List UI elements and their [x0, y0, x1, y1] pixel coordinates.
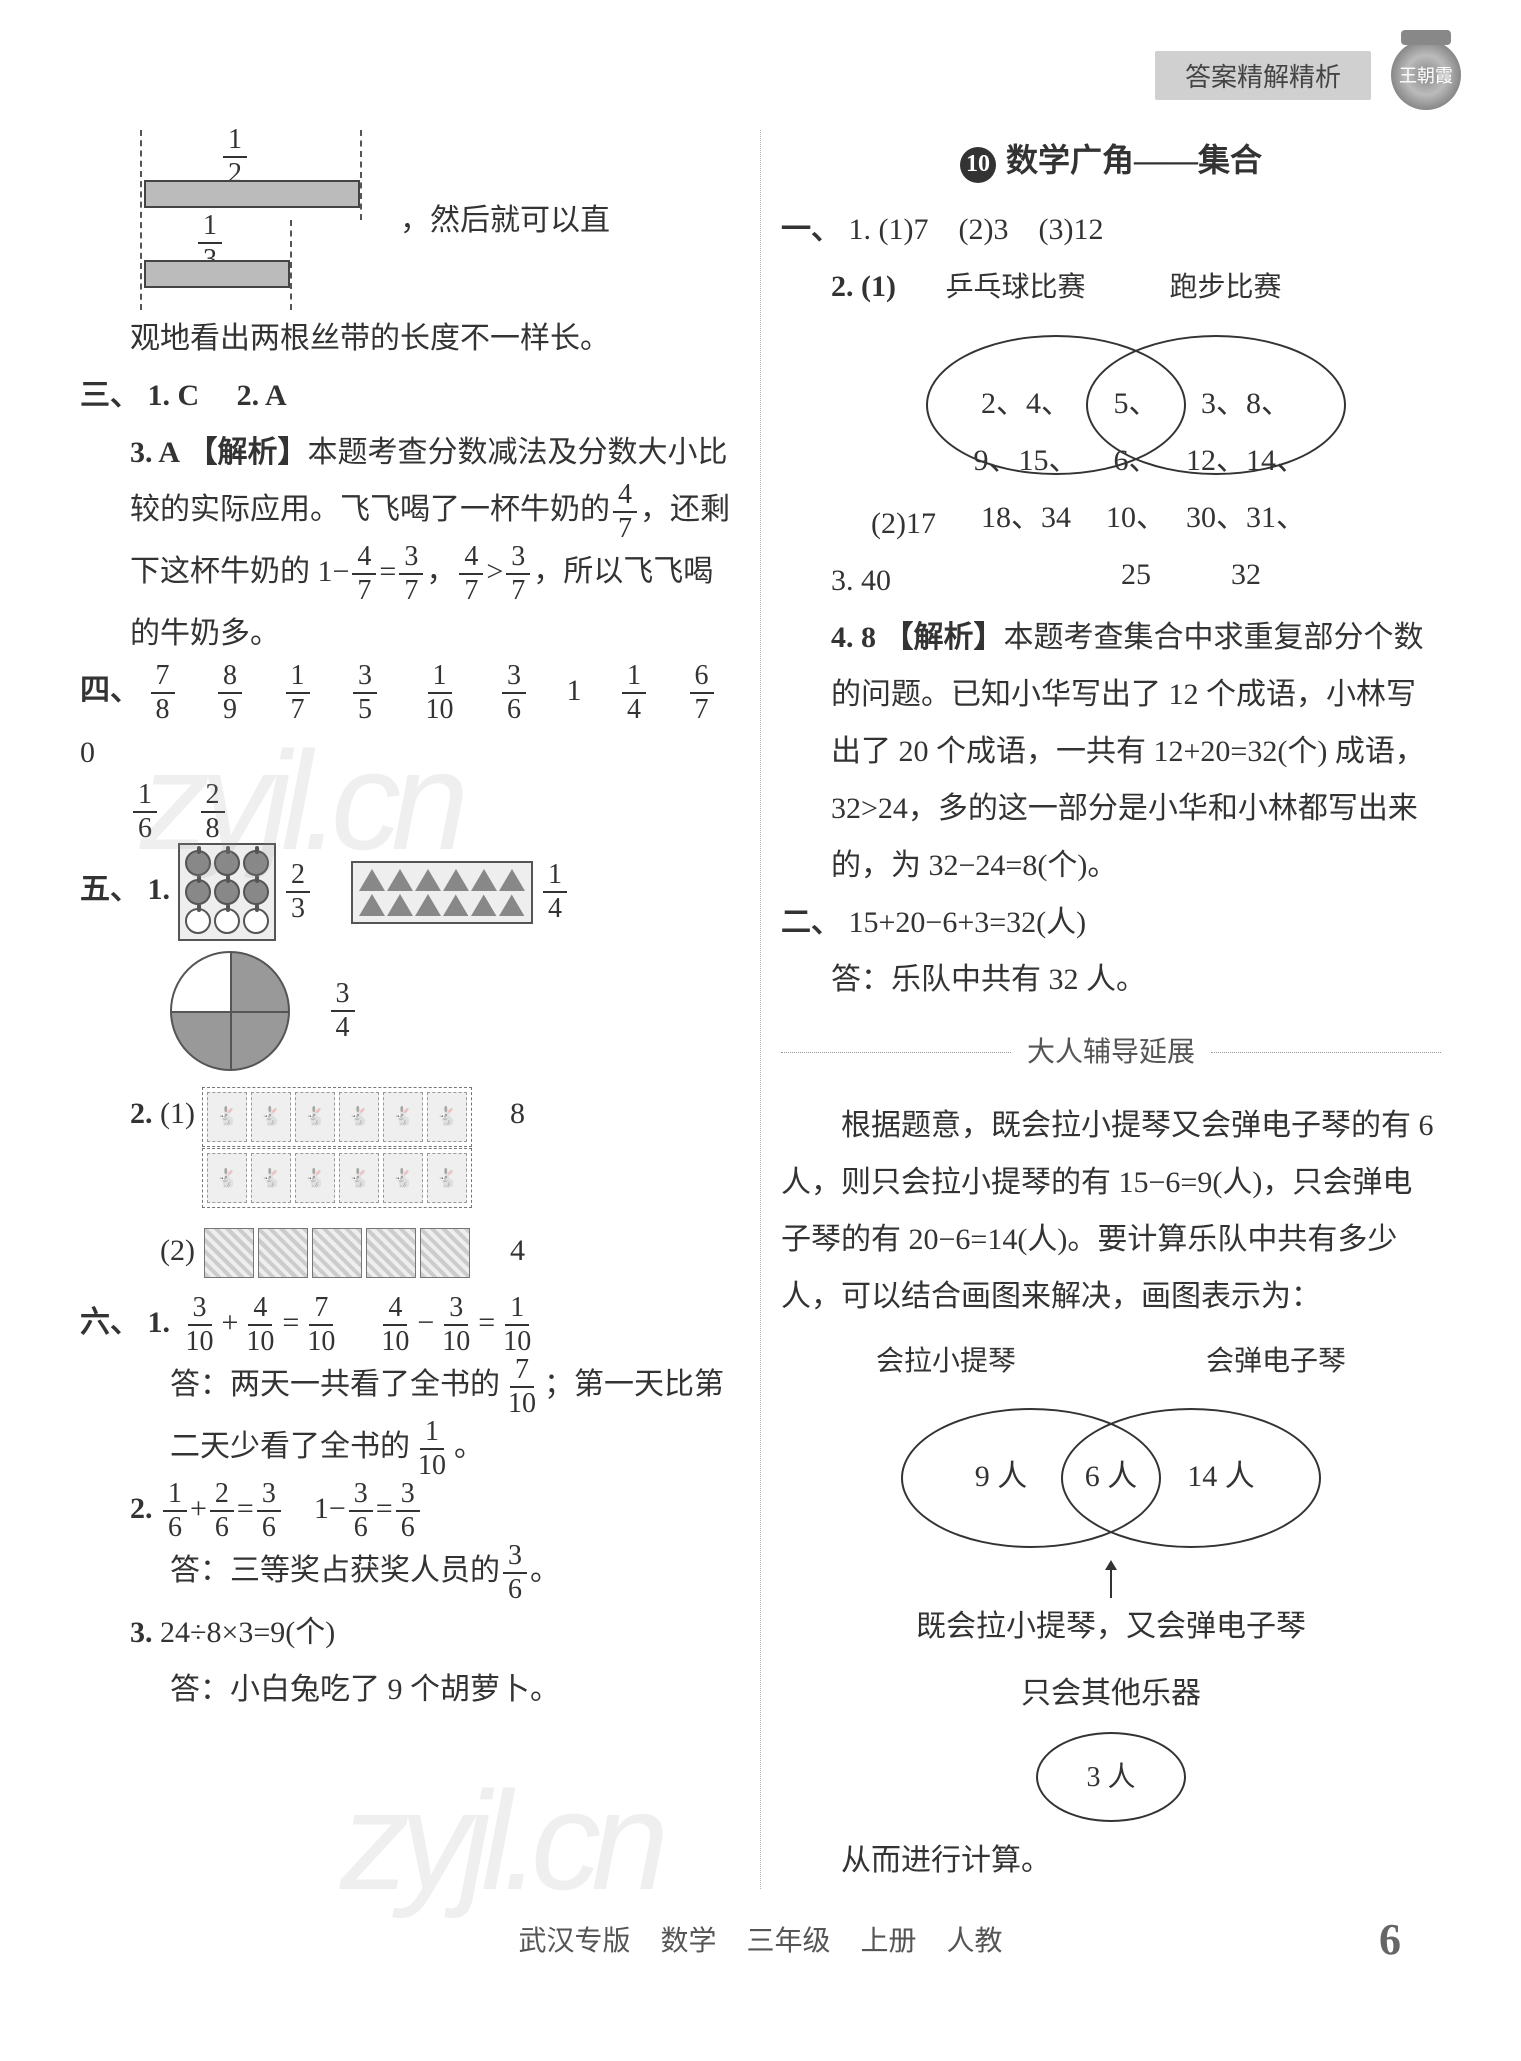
cube-diagram: [202, 1234, 480, 1267]
page: 答案精解精析 王朝霞 12 13: [0, 0, 1521, 1979]
tutor-divider: 大人辅导延展: [781, 1026, 1441, 1079]
venn1-B: 3、8、12、14、30、31、32: [1186, 375, 1306, 603]
footer-item: 武汉专版: [518, 1919, 630, 1959]
analysis-tag: 【解析】: [188, 436, 308, 469]
q6-1-label: 1.: [148, 1306, 171, 1339]
q3-3-label: 3. A: [130, 436, 180, 469]
pie-diagram: [170, 951, 290, 1071]
q3-1: 1. C: [148, 379, 200, 412]
page-number: 6: [1379, 1914, 1401, 1965]
venn1-titleB: 跑步比赛: [1169, 261, 1281, 314]
r-section-2: 二、 15+20−6+3=32(人) 答：乐队中共有 32 人。: [781, 894, 1441, 1008]
header-badge: 答案精解精析: [1155, 51, 1371, 100]
r-q4-text: 本题考查集合中求重复部分个数的问题。已知小华写出了 12 个成语，小林写出了 2…: [831, 621, 1425, 882]
venn2-M: 6 人: [1071, 1448, 1151, 1505]
r-sec2-head: 二、: [781, 906, 841, 939]
section-5: 五、 1. 23 14 34 2.: [80, 843, 740, 1279]
eq-pre: 1−: [318, 555, 350, 588]
triangles-diagram: [351, 861, 533, 924]
r-q4-label: 4. 8: [831, 621, 876, 654]
venn1-titleA: 乒乓球比赛: [945, 261, 1085, 314]
diagram-tail-text: ，然后就可以直: [400, 192, 610, 249]
q3-2: 2. A: [237, 379, 287, 412]
venn2-titleB: 会弹电子琴: [1206, 1335, 1346, 1388]
q6-2-ans-pre: 答：三等奖占获奖人员的: [170, 1554, 500, 1587]
chapter-title-text: 数学广角——集合: [1006, 142, 1262, 178]
r-section-1: 一、 1. (1)7 (2)3 (3)12 2. (1) 乒乓球比赛 跑步比赛 …: [781, 201, 1441, 894]
section-4-head: 四、: [80, 674, 140, 707]
stamp-diagram-1b: 🐇🐇🐇 🐇🐇🐇: [202, 1148, 472, 1208]
r-q4-tag: 【解析】: [884, 621, 1004, 654]
tutor-tail: 从而进行计算。: [781, 1832, 1441, 1889]
q5-2-label: 2.: [130, 1097, 153, 1130]
top-fraction: 12: [223, 126, 247, 188]
q5-1-label: 1.: [148, 873, 171, 906]
q6-3-eq: 24÷8×3=9(个): [160, 1616, 335, 1649]
venn2-note: 既会拉小提琴，又会弹电子琴: [781, 1598, 1441, 1655]
venn2-B: 14 人: [1161, 1448, 1281, 1505]
q6-2-label: 2.: [130, 1492, 153, 1525]
q3-3: 3. A 【解析】本题考查分数减法及分数大小比较的实际应用。飞飞喝了一杯牛奶的4…: [80, 424, 740, 662]
plain-1: 1: [567, 674, 582, 707]
stamp-diagram-1: 🐇🐇🐇 🐇🐇🐇: [202, 1087, 472, 1147]
section-4: 四、 78 89 17 35 110 36 1 14 67 0 16 28: [80, 662, 740, 843]
footer: 武汉专版 数学 三年级 上册 人教 6: [60, 1919, 1461, 1959]
apples-diagram: [178, 843, 276, 941]
q5-2-1-label: (1): [160, 1097, 195, 1130]
diagram-conclusion: 观地看出两根丝带的长度不一样长。: [80, 310, 740, 367]
tutor-title: 大人辅导延展: [1027, 1026, 1195, 1079]
venn2-titleA: 会拉小提琴: [876, 1335, 1016, 1388]
right-column: 10 数学广角——集合 一、 1. (1)7 (2)3 (3)12 2. (1) …: [761, 130, 1461, 1889]
q5-2-2-ans: 4: [510, 1234, 525, 1267]
section-5-head: 五、: [80, 873, 140, 906]
footer-item: 三年级: [746, 1919, 830, 1959]
chapter-number-icon: 10: [960, 147, 996, 183]
venn1-A: 2、4、9、15、18、34: [966, 375, 1086, 546]
page-header: 答案精解精析 王朝霞: [60, 40, 1461, 110]
footer-item: 人教: [947, 1919, 1003, 1959]
venn2-A: 9 人: [941, 1448, 1061, 1505]
q5-2-2-label: (2): [160, 1234, 195, 1267]
arrow-up-icon: [1110, 1568, 1112, 1598]
q5-2-1-ans: 8: [510, 1097, 525, 1130]
r-q1: 1. (1)7 (2)3 (3)12: [849, 213, 1104, 246]
venn-diagram-2: 9 人 6 人 14 人: [901, 1398, 1321, 1558]
bracket-diagram-row: 12 13 ，然后就可以直: [140, 130, 740, 310]
footer-item: 数学: [660, 1919, 716, 1959]
chapter-title: 10 数学广角——集合: [781, 130, 1441, 191]
section-6: 六、 1. 310+410=710 410−310=110 答：两天一共看了全书…: [80, 1294, 740, 1719]
venn-diagram-1: 2、4、9、15、18、34 5、6、10、25 3、8、12、14、30、31…: [926, 325, 1346, 485]
q6-3-label: 3.: [130, 1616, 153, 1649]
left-column: 12 13 ，然后就可以直 观地看出两根丝带的长度不一样长。 三、 1. C 2…: [60, 130, 761, 1889]
columns: 12 13 ，然后就可以直 观地看出两根丝带的长度不一样长。 三、 1. C 2…: [60, 130, 1461, 1889]
r-sec2-eq: 15+20−6+3=32(人): [849, 906, 1087, 939]
venn1-M: 5、6、10、25: [1096, 375, 1176, 603]
other-oval: 3 人: [1036, 1732, 1186, 1822]
plain-0: 0: [80, 736, 95, 769]
tutor-body: 根据题意，既会拉小提琴又会弹电子琴的有 6 人，则只会拉小提琴的有 15−6=9…: [781, 1097, 1441, 1325]
length-diagram: 12 13: [140, 130, 400, 310]
r-sec1-head: 一、: [781, 213, 841, 246]
section-3-head: 三、: [80, 379, 140, 412]
r-q2-label: 2. (1): [831, 270, 896, 303]
section-3: 三、 1. C 2. A 3. A 【解析】本题考查分数减法及分数大小比较的实际…: [80, 367, 740, 662]
q6-3-ans: 答：小白兔吃了 9 个胡萝卜。: [80, 1661, 740, 1718]
seal-text: 王朝霞: [1399, 62, 1453, 88]
seal-icon: 王朝霞: [1391, 40, 1461, 110]
q6-1-ans-pre: 答：两天一共看了全书的: [170, 1368, 500, 1401]
section-6-head: 六、: [80, 1306, 140, 1339]
venn2-other-title: 只会其他乐器: [781, 1665, 1441, 1722]
r-sec2-ans: 答：乐队中共有 32 人。: [781, 951, 1441, 1008]
footer-item: 上册: [861, 1919, 917, 1959]
